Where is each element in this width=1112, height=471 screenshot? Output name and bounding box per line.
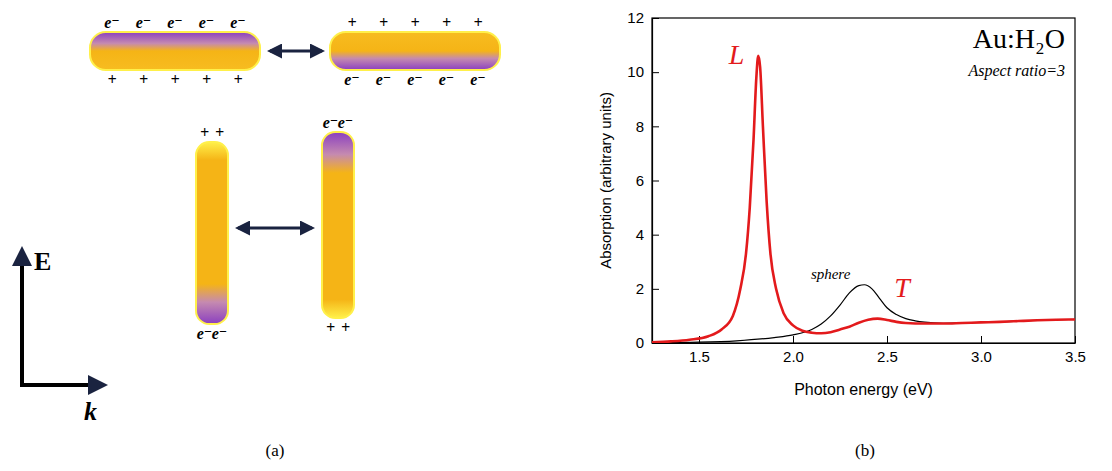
tick-label: 8 xyxy=(636,118,644,135)
tick-label: 10 xyxy=(627,63,644,80)
field-label: E xyxy=(34,247,51,276)
charge-label: e⁻ xyxy=(197,325,213,342)
field-arrow xyxy=(20,250,24,387)
charge-label: e⁻ xyxy=(212,325,228,342)
tick-label: 2 xyxy=(636,280,644,297)
tick-label: 0 xyxy=(636,334,644,351)
charge-label: e⁻ xyxy=(167,14,183,31)
tick-label: 2.0 xyxy=(783,348,804,365)
charge-label: e⁻ xyxy=(470,71,486,88)
nanorod: + + e⁻e⁻ xyxy=(196,124,228,342)
tick-mark xyxy=(652,72,659,73)
annotation: T xyxy=(894,272,912,303)
chart-subtitle: Aspect ratio=3 xyxy=(967,62,1065,80)
tick-label: 12 xyxy=(627,9,644,26)
nanorod: + + + + + e⁻ e⁻ e⁻ e⁻ e⁻ xyxy=(330,14,500,88)
plot-frame xyxy=(652,18,1075,343)
tick: 3.0 xyxy=(971,336,992,365)
x-axis: 1.5 2.0 2.5 3.0 3.5 xyxy=(653,336,1086,365)
tick: 8 xyxy=(636,118,659,135)
nanorod: e⁻e⁻ + + xyxy=(322,114,354,336)
tick-mark xyxy=(793,336,794,343)
charge-label: + xyxy=(326,319,335,336)
charge-label: + xyxy=(200,124,209,141)
tick: 10 xyxy=(627,63,659,80)
tick-mark xyxy=(652,126,659,127)
wave-arrow xyxy=(20,383,104,387)
tick: 4 xyxy=(636,226,659,243)
charge-label: e⁻ xyxy=(199,14,215,31)
charge-label: + xyxy=(341,319,350,336)
charge-label: e⁻ xyxy=(323,114,339,131)
y-axis-title: Absorption (arbitrary units) xyxy=(597,92,614,269)
tick-label: 1.5 xyxy=(689,348,710,365)
charge-label: e⁻ xyxy=(230,14,246,31)
chart-title: Au:H₂O xyxy=(973,23,1065,54)
charge-label: + xyxy=(139,71,148,88)
charge-label: e⁻ xyxy=(407,71,423,88)
charge-label: + xyxy=(202,71,211,88)
panel-b: 1.5 2.0 2.5 3.0 3.5 0 2 4 6 8 10 12 L Tsphere Au:H₂O As… xyxy=(597,9,1086,398)
rod-body xyxy=(196,142,228,324)
plot-lines xyxy=(652,56,1075,343)
charge-label: + xyxy=(442,14,451,31)
charge-label: e⁻ xyxy=(338,114,354,131)
tick: 2.0 xyxy=(783,336,804,365)
tick: 6 xyxy=(636,172,659,189)
x-axis-title: Photon energy (eV) xyxy=(794,381,933,398)
double-arrow xyxy=(270,50,322,53)
charge-label: e⁻ xyxy=(344,71,360,88)
charge-label: + xyxy=(347,14,356,31)
tick-label: 3.5 xyxy=(1065,348,1086,365)
tick-label: 6 xyxy=(636,172,644,189)
panel-label: (a) xyxy=(266,441,285,460)
rod-body xyxy=(322,132,354,318)
panel-label: (b) xyxy=(855,441,875,460)
charge-label: + xyxy=(107,71,116,88)
tick-label: 3.0 xyxy=(971,348,992,365)
annotation: L xyxy=(728,39,745,70)
tick-mark xyxy=(981,336,982,343)
figure: e⁻e⁻e⁻e⁻e⁻++++++++++e⁻e⁻e⁻e⁻e⁻++e⁻e⁻e⁻e⁻… xyxy=(0,0,1112,471)
charge-label: + xyxy=(170,71,179,88)
charge-label: e⁻ xyxy=(439,71,455,88)
charge-label: e⁻ xyxy=(376,71,392,88)
tick-mark xyxy=(652,181,659,182)
charge-label: + xyxy=(233,71,242,88)
tick: 2 xyxy=(636,280,659,297)
annotation: sphere xyxy=(811,266,851,282)
nanorod: e⁻ e⁻ e⁻ e⁻ e⁻ + + + + + xyxy=(90,14,260,88)
charge-label: e⁻ xyxy=(104,14,120,31)
charge-label: + xyxy=(473,14,482,31)
tick-label: 4 xyxy=(636,226,644,243)
tick-mark xyxy=(887,336,888,343)
double-arrow xyxy=(238,227,312,230)
data-line xyxy=(652,56,1075,342)
tick-mark xyxy=(652,289,659,290)
panel-a: e⁻e⁻e⁻e⁻e⁻++++++++++e⁻e⁻e⁻e⁻e⁻++e⁻e⁻e⁻e⁻… xyxy=(20,14,500,426)
charge-label: e⁻ xyxy=(136,14,152,31)
rod-body xyxy=(90,32,260,70)
tick-label: 2.5 xyxy=(877,348,898,365)
tick-mark xyxy=(652,235,659,236)
charge-label: + xyxy=(410,14,419,31)
rod-body xyxy=(330,32,500,70)
charge-label: + xyxy=(215,124,224,141)
tick: 2.5 xyxy=(877,336,898,365)
y-axis: 0 2 4 6 8 10 12 xyxy=(627,9,659,351)
wave-label: k xyxy=(84,397,97,426)
charge-label: + xyxy=(379,14,388,31)
